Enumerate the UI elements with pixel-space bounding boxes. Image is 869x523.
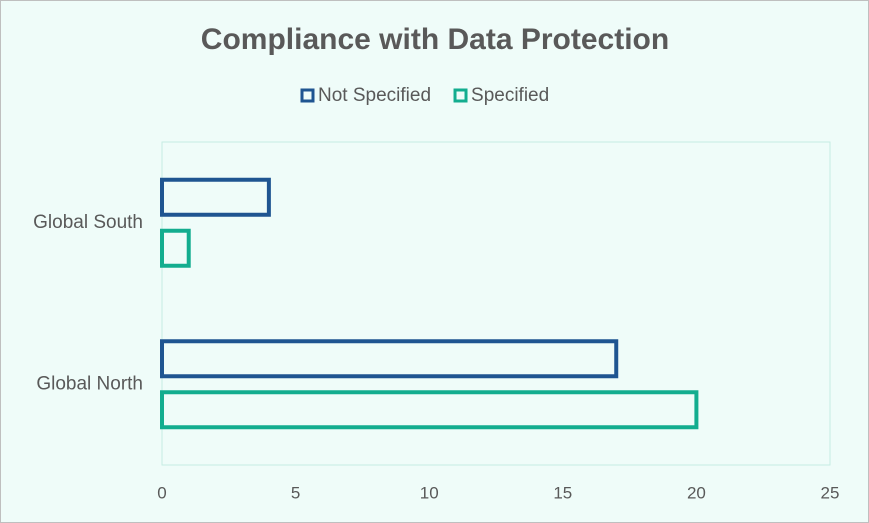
chart-title: Compliance with Data Protection bbox=[201, 23, 669, 56]
x-tick-label: 25 bbox=[821, 483, 840, 502]
legend-marker bbox=[453, 88, 468, 103]
bar bbox=[160, 390, 699, 430]
x-tick-label: 20 bbox=[687, 483, 706, 502]
x-tick-label: 5 bbox=[291, 483, 300, 502]
bar bbox=[160, 339, 619, 379]
legend-label: Not Specified bbox=[318, 85, 431, 106]
y-tick-label: Global North bbox=[36, 373, 143, 394]
x-tick-label: 15 bbox=[553, 483, 572, 502]
legend-marker bbox=[300, 88, 315, 103]
y-tick-label: Global South bbox=[33, 212, 143, 233]
x-tick-label: 10 bbox=[420, 483, 439, 502]
bar bbox=[160, 228, 191, 268]
bar bbox=[160, 177, 271, 217]
legend-label: Specified bbox=[471, 85, 549, 106]
x-tick-label: 0 bbox=[157, 483, 166, 502]
plot-area bbox=[161, 141, 831, 466]
